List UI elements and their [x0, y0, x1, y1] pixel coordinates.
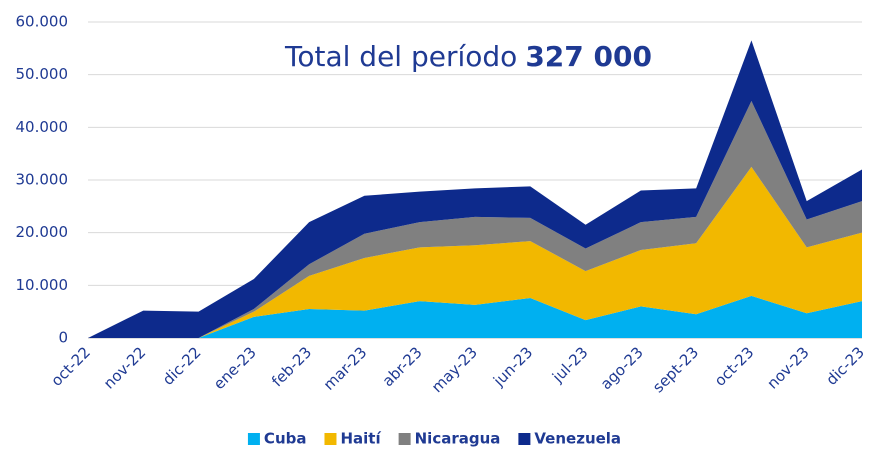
- x-tick-label: ene-23: [210, 343, 260, 393]
- legend: Cuba Haití Nicaragua Venezuela: [247, 430, 621, 448]
- area: [88, 40, 862, 338]
- y-tick-label: 20.000: [16, 223, 69, 241]
- legend-swatch: [324, 433, 337, 445]
- y-tick-label: 40.000: [16, 118, 69, 136]
- x-tick-label: sept-23: [649, 343, 702, 396]
- x-tick-label: may-23: [428, 343, 481, 396]
- x-tick-label: dic-22: [159, 343, 205, 389]
- x-tick-label: nov-23: [763, 343, 812, 392]
- legend-swatch: [398, 433, 411, 445]
- annotation-value: 327 000: [525, 40, 652, 73]
- x-tick-label: abr-23: [379, 343, 426, 390]
- areas: [88, 40, 862, 338]
- y-tick-label: 0: [58, 329, 68, 347]
- legend-label: Haití: [340, 430, 381, 448]
- x-tick-label: jun-23: [489, 343, 536, 390]
- x-tick-label: oct-23: [711, 343, 758, 390]
- legend-label: Nicaragua: [415, 430, 501, 448]
- area: [88, 295, 862, 338]
- x-tick-label: feb-23: [268, 343, 315, 390]
- y-tick-label: 50.000: [16, 65, 69, 83]
- annotation-text: Total del período: [284, 40, 517, 73]
- x-tick-label: nov-22: [100, 343, 149, 392]
- area: [88, 166, 862, 338]
- legend-swatch: [247, 433, 260, 445]
- x-tick-label: ago-23: [597, 343, 647, 393]
- annotation: Total del período 327 000: [284, 40, 652, 73]
- y-tick-label: 10.000: [16, 276, 69, 294]
- x-tick-label: dic-23: [822, 343, 868, 389]
- y-tick-label: 30.000: [16, 171, 69, 189]
- x-tick-label: oct-22: [47, 343, 94, 390]
- legend-label: Venezuela: [534, 430, 621, 448]
- area: [88, 101, 862, 338]
- legend-swatch: [518, 433, 531, 445]
- x-tick-label: mar-23: [320, 343, 371, 394]
- y-tick-label: 60.000: [16, 13, 69, 31]
- x-tick-label: jul-23: [548, 343, 591, 386]
- legend-label: Cuba: [264, 430, 307, 448]
